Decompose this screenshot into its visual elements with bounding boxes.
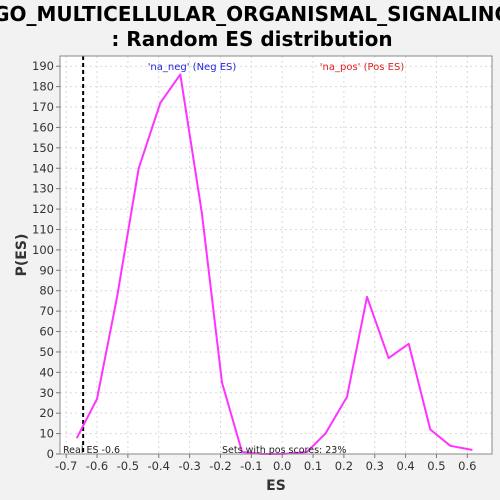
series-point (241, 451, 243, 453)
series-point (159, 102, 162, 104)
grid-layer (60, 56, 492, 454)
series-point (471, 449, 473, 451)
y-tick-label: 180 (32, 80, 54, 94)
y-tick-label: 110 (32, 222, 54, 236)
y-tick-label: 40 (39, 365, 54, 379)
series-point (429, 428, 432, 431)
x-tick-label: 0.0 (273, 459, 291, 473)
series-point (387, 357, 390, 359)
legend-neg: 'na_neg' (Neg ES) (148, 62, 237, 73)
pos-scores-label: Sets with pos scores: 23% (222, 445, 346, 456)
y-tick-label: 150 (32, 141, 54, 155)
y-tick-label: 170 (32, 100, 54, 114)
y-tick-label: 120 (32, 202, 54, 216)
legend-pos: 'na_pos' (Pos ES) (320, 62, 405, 73)
series-point (346, 396, 348, 398)
plot-frame (59, 55, 493, 455)
x-tick-label: -0.6 (86, 459, 108, 473)
series-point (201, 212, 203, 214)
x-tick-label: 0.3 (366, 459, 384, 473)
y-tick-label: 60 (39, 325, 54, 339)
y-tick-label: 90 (39, 263, 54, 277)
y-tick-label: 30 (39, 386, 54, 400)
x-axis: -0.7 -0.6 -0.5 -0.4 -0.3 -0.2 -0.1 0.0 0.1 0.2 0.3… (55, 454, 476, 473)
x-tick-label: 0.1 (304, 459, 322, 473)
x-axis-title: ES (266, 478, 286, 494)
chart-subtitle: : Random ES distribution (111, 27, 392, 51)
x-tick-label: -0.3 (178, 459, 200, 473)
y-tick-label: 20 (39, 406, 54, 420)
series-point (96, 398, 98, 400)
y-axis-title: P(ES) (14, 234, 30, 277)
x-tick-label: 0.4 (396, 459, 414, 473)
y-tick-label: 10 (39, 427, 54, 441)
series-point (116, 296, 118, 298)
y-tick-label: 160 (32, 120, 54, 134)
y-tick-label: 70 (39, 304, 54, 318)
series-point (221, 381, 223, 384)
x-tick-label: 0.6 (458, 459, 476, 473)
series-point (76, 436, 78, 439)
y-tick-label: 100 (32, 243, 54, 257)
y-tick-label: 130 (32, 182, 54, 196)
x-tick-label: -0.1 (240, 459, 262, 473)
series-point (137, 167, 140, 170)
series-point (366, 296, 368, 298)
series-point (306, 451, 308, 453)
y-axis: 0 10 20 30 40 50 60 70 80 90 100 110 120 130 140 150 160… (32, 59, 60, 461)
chart-title: GO_MULTICELLULAR_ORGANISMAL_SIGNALING (0, 2, 500, 26)
y-tick-label: 0 (47, 447, 54, 461)
x-tick-label: -0.7 (55, 459, 77, 473)
real-es-label: Real ES -0.6 (63, 445, 120, 456)
y-tick-label: 190 (32, 59, 54, 73)
x-tick-label: 0.2 (335, 459, 353, 473)
series-point (449, 445, 452, 447)
x-tick-label: -0.5 (117, 459, 139, 473)
series-point (179, 73, 182, 76)
x-tick-label: 0.5 (427, 459, 445, 473)
y-tick-label: 50 (39, 345, 54, 359)
series-point (324, 432, 327, 435)
y-tick-label: 80 (39, 284, 54, 298)
x-tick-label: -0.2 (209, 459, 231, 473)
y-tick-label: 140 (32, 161, 54, 175)
x-tick-label: -0.4 (148, 459, 170, 473)
series-point (407, 342, 410, 345)
